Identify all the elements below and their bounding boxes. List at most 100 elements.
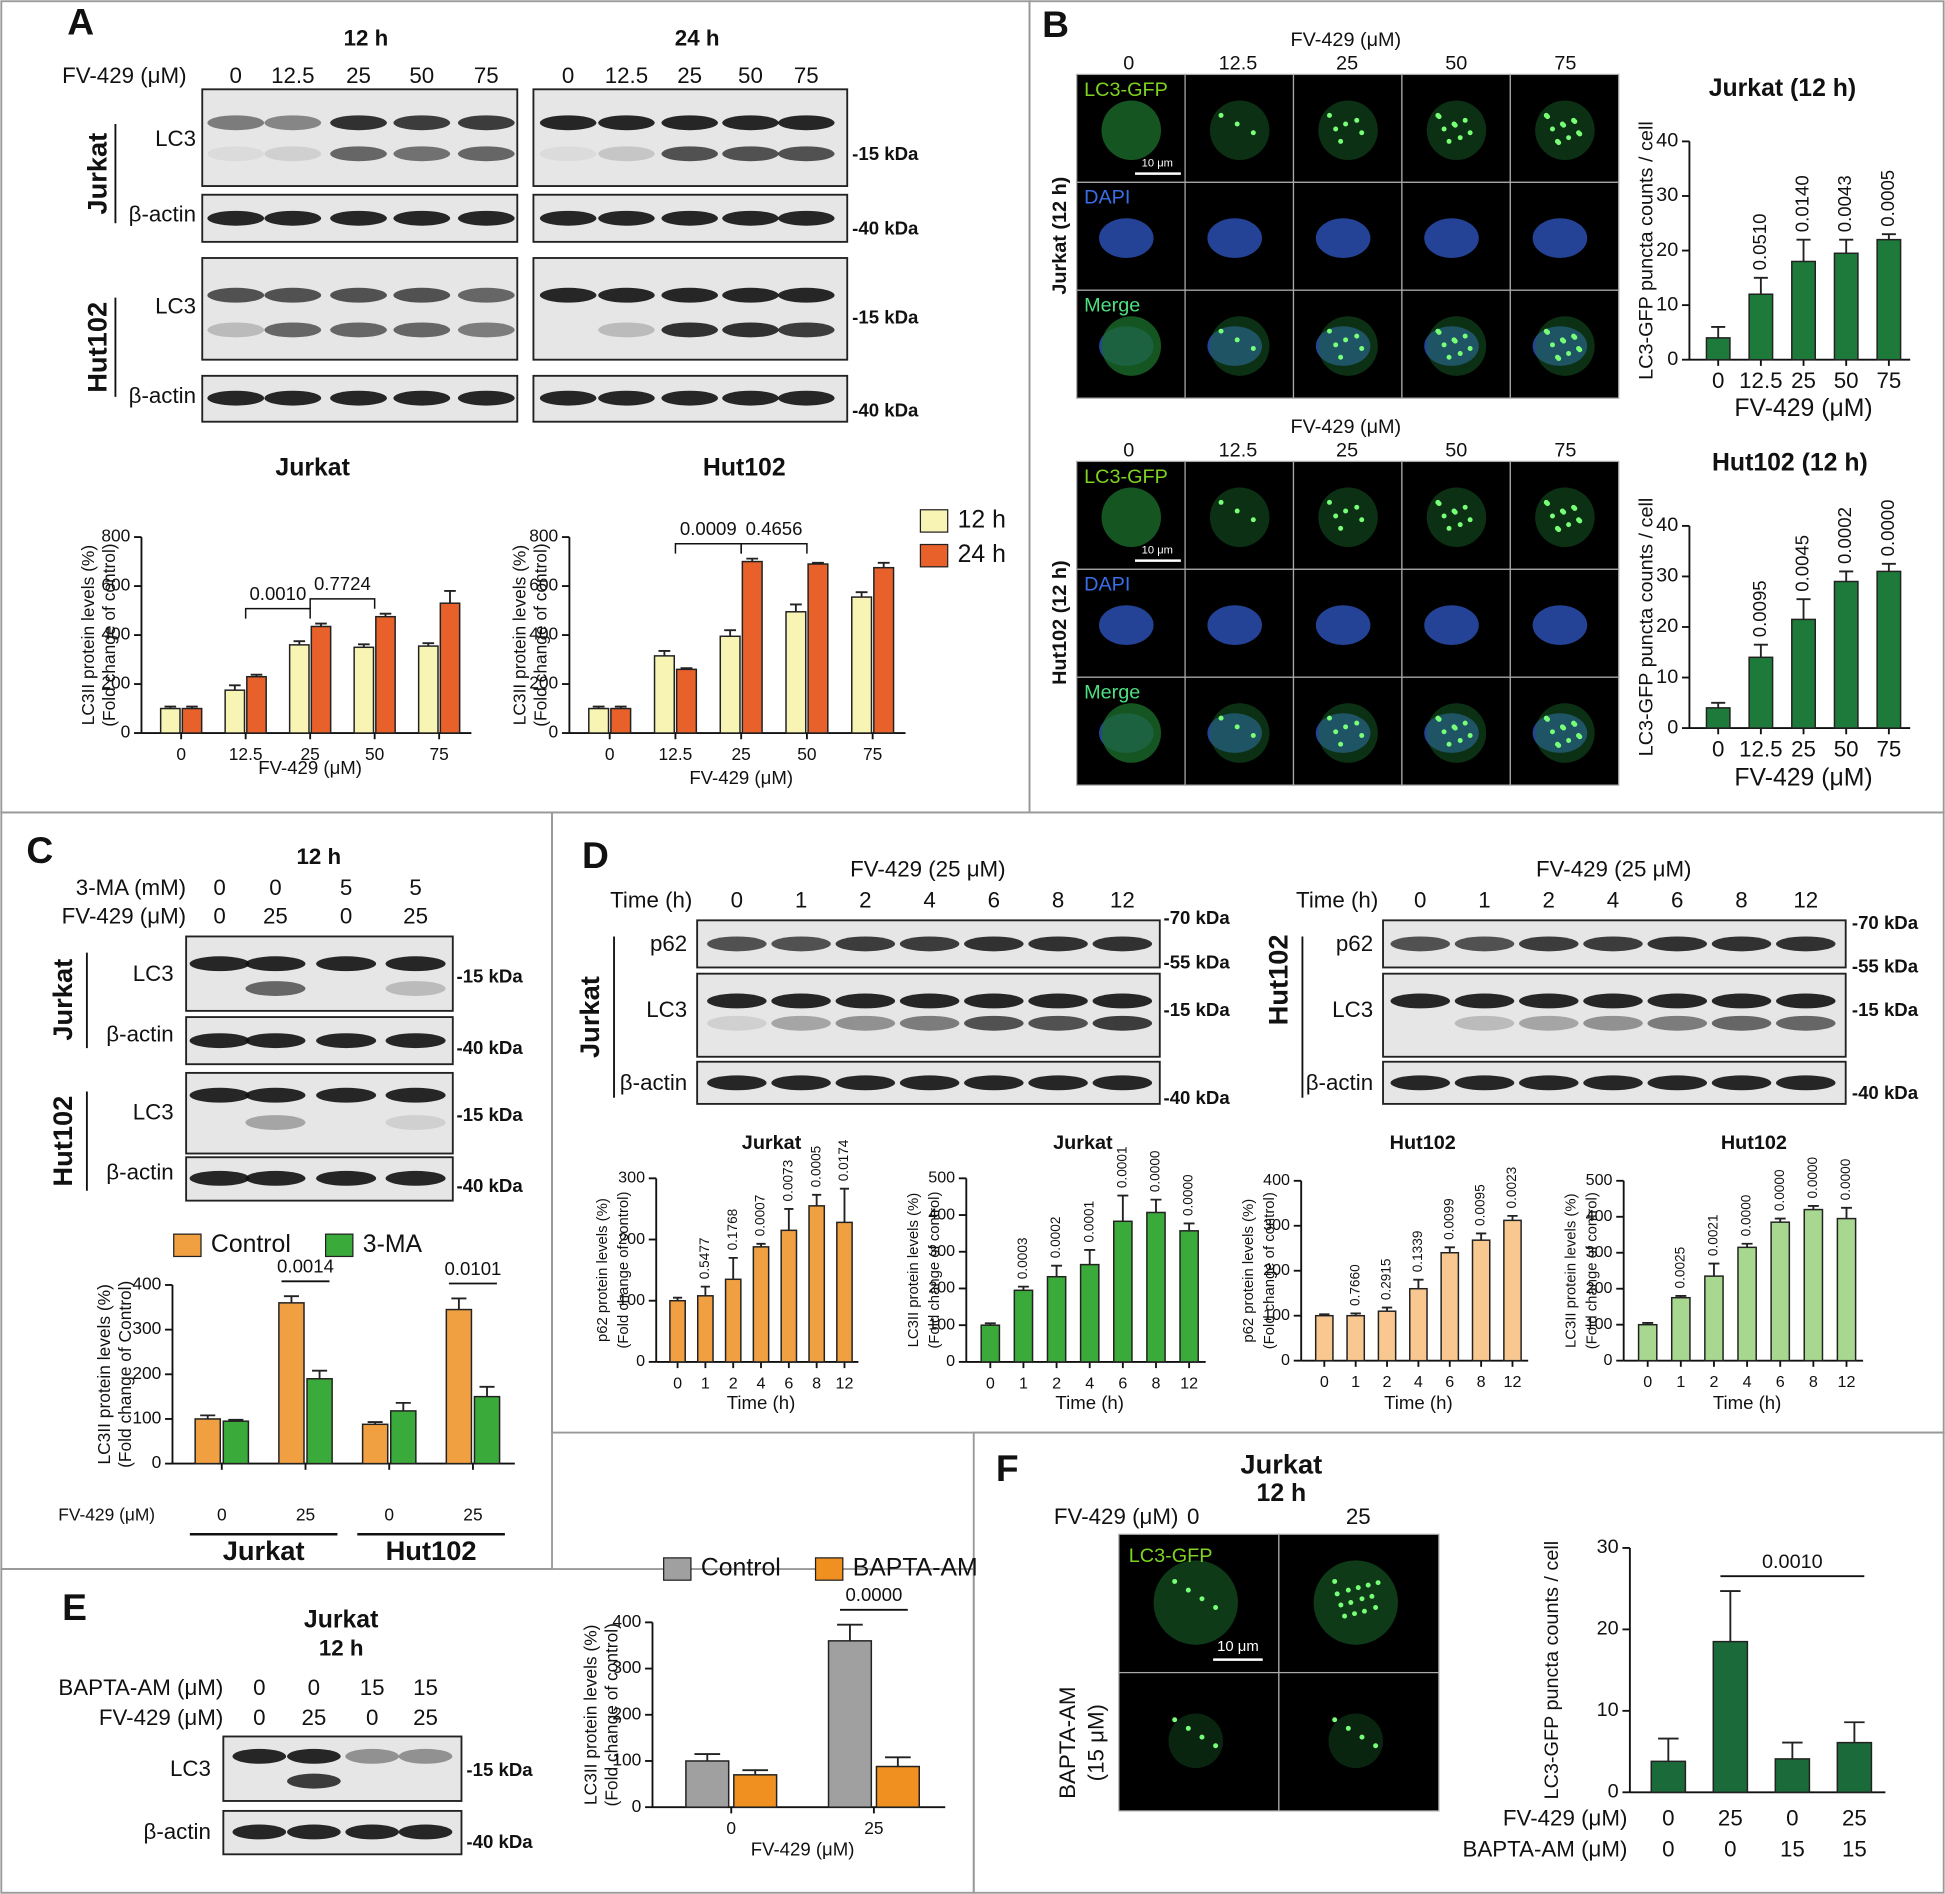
puncta xyxy=(1561,725,1567,731)
puncta xyxy=(1343,724,1349,730)
blot-band xyxy=(393,287,451,303)
blot-band xyxy=(457,287,515,303)
y-axis-label: p62 protein levels (%) xyxy=(595,1198,611,1342)
p-value: 0.0021 xyxy=(1706,1214,1721,1256)
error-bar xyxy=(700,1285,710,1296)
x-axis-label: FV-429 (μM) xyxy=(751,1838,855,1859)
puncta xyxy=(1250,517,1256,523)
label: LC3 xyxy=(133,961,174,986)
micrograph xyxy=(1184,460,1295,570)
blot-band xyxy=(207,115,265,131)
puncta xyxy=(1561,509,1567,515)
error-bar xyxy=(614,705,627,709)
y-tick-label: 300 xyxy=(928,1242,955,1260)
puncta xyxy=(1577,347,1583,353)
blot-band xyxy=(245,1033,306,1049)
error-bar xyxy=(1881,233,1896,240)
p-value: 0.0000 xyxy=(1181,1174,1196,1216)
chart-title: Jurkat xyxy=(275,454,349,481)
y-tick-label: 0 xyxy=(1608,1781,1619,1803)
bar xyxy=(1748,293,1774,361)
x-tick-label: 0 xyxy=(726,1818,736,1838)
blot xyxy=(532,257,849,361)
y-tick-label: 20 xyxy=(1656,615,1678,637)
label: 25 xyxy=(1336,440,1358,462)
label: 25 xyxy=(301,1705,326,1730)
puncta xyxy=(1452,122,1458,128)
label: 0 xyxy=(366,1705,378,1730)
p-value: 0.0002 xyxy=(1834,507,1855,564)
blot-band xyxy=(207,322,265,338)
blot-band xyxy=(264,390,322,406)
x-tick-label: 4 xyxy=(1743,1373,1752,1391)
puncta xyxy=(1446,525,1452,531)
blot-band xyxy=(393,322,451,338)
nucleus xyxy=(1315,605,1371,645)
bar xyxy=(353,646,375,734)
blot-band xyxy=(835,1015,896,1031)
error-bar xyxy=(293,640,306,645)
x-tick-label: 6 xyxy=(1445,1373,1454,1391)
blot-band xyxy=(1711,1015,1772,1031)
label: 75 xyxy=(474,63,499,88)
label: Merge xyxy=(1084,682,1140,704)
label: -15 kDa xyxy=(1852,999,1919,1020)
label: 12.5 xyxy=(1219,53,1258,75)
blot-band xyxy=(1776,1075,1836,1091)
label: 12.5 xyxy=(271,63,314,88)
puncta xyxy=(1550,342,1555,348)
blot-band xyxy=(771,1075,831,1091)
bar xyxy=(685,1760,730,1808)
y-tick-label: 0 xyxy=(1667,716,1678,738)
p-value: 0.0000 xyxy=(1877,499,1898,556)
bar xyxy=(669,1299,686,1363)
cell-gfp xyxy=(1153,1560,1238,1645)
cell-gfp xyxy=(1209,487,1270,547)
x-tick-label: 4 xyxy=(757,1374,766,1392)
blot-band xyxy=(385,1087,446,1103)
cell-gfp xyxy=(1426,487,1487,547)
bar xyxy=(1791,260,1817,361)
p-value: 0.0000 xyxy=(1838,1158,1853,1200)
label: 8 xyxy=(1052,888,1064,913)
blot-band xyxy=(457,210,515,226)
label: 5 xyxy=(409,875,421,900)
x-axis-label: FV-429 (μM) xyxy=(689,767,793,788)
error-bar xyxy=(728,1256,738,1280)
blot-band xyxy=(330,115,387,131)
bar xyxy=(1791,618,1817,729)
x-tick-label: 75 xyxy=(1876,368,1901,393)
x-tick-label: 0 xyxy=(1320,1373,1329,1391)
puncta xyxy=(1343,121,1349,127)
label: 0 xyxy=(269,875,281,900)
label: 0 xyxy=(213,875,225,900)
y-tick-label: 500 xyxy=(1586,1171,1613,1189)
x-axis-label: FV-429 (μM) xyxy=(1734,395,1872,422)
bar xyxy=(1112,1220,1133,1363)
p-value: 0.0002 xyxy=(1048,1217,1063,1259)
y-tick-label: 100 xyxy=(132,1408,161,1428)
error-bar xyxy=(1753,643,1768,658)
blot-band xyxy=(1776,993,1836,1009)
label: 25 xyxy=(403,904,428,929)
p-value: 0.0000 xyxy=(1772,1169,1787,1211)
label: 15 xyxy=(413,1675,438,1700)
blot-band xyxy=(771,993,831,1009)
y-axis-label: (Fold change of control) xyxy=(616,1192,632,1349)
x-tick-label: 0 xyxy=(1643,1373,1652,1391)
blot-band xyxy=(539,210,597,226)
bar xyxy=(1346,1314,1366,1362)
blot-band xyxy=(1454,993,1515,1009)
x-tick-label: 12 xyxy=(1180,1374,1198,1392)
y-tick-label: 200 xyxy=(132,1363,161,1383)
puncta xyxy=(1218,112,1224,118)
blot-band xyxy=(598,210,655,226)
puncta xyxy=(1373,1743,1379,1749)
x-tick-label: 25 xyxy=(301,744,320,764)
puncta xyxy=(1441,342,1447,348)
micrograph xyxy=(1509,676,1620,786)
y-tick-label: 0 xyxy=(549,722,559,742)
puncta xyxy=(1361,1608,1367,1614)
error-bar xyxy=(379,612,392,617)
puncta xyxy=(1359,1734,1365,1740)
